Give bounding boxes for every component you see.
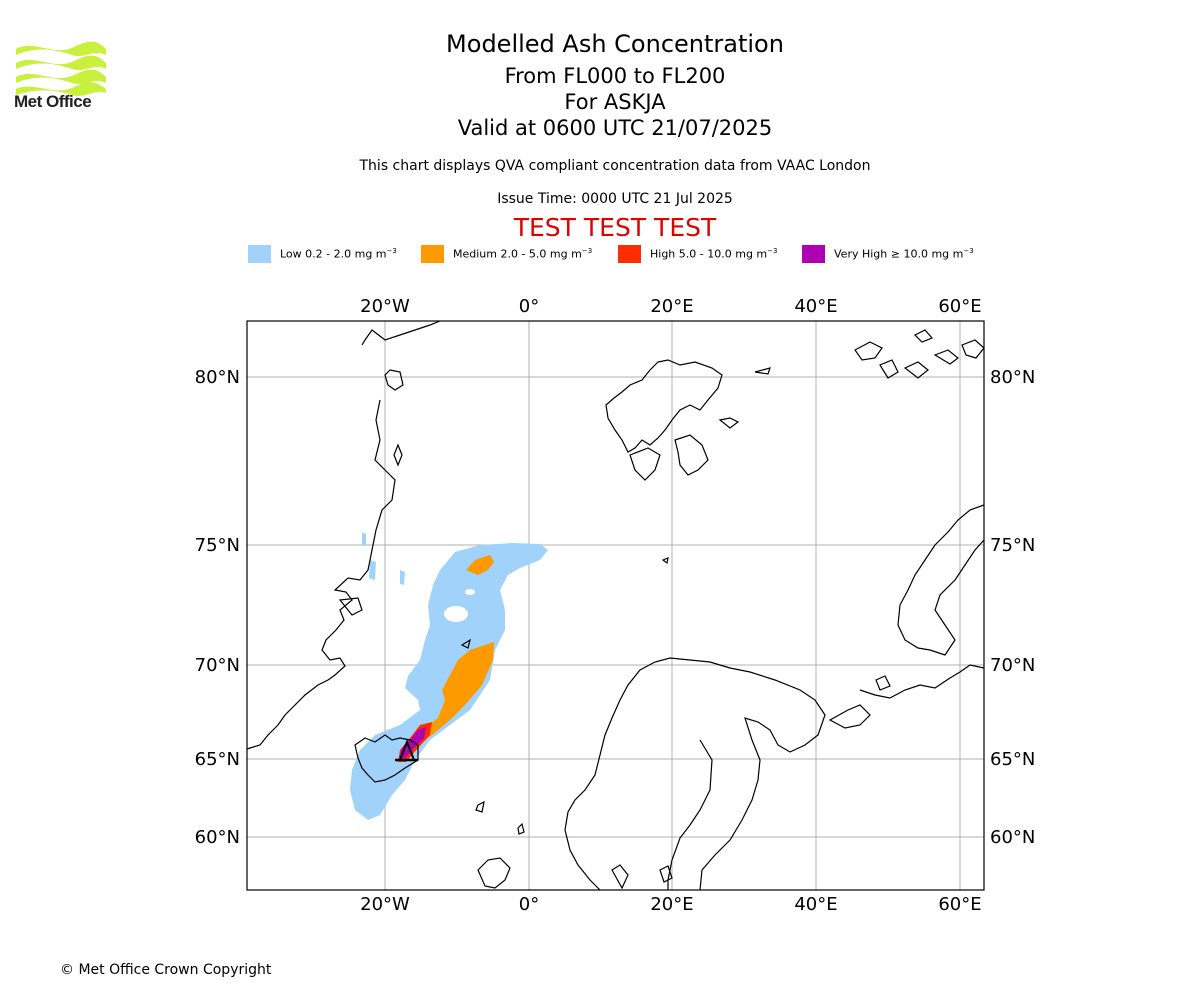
ash-very-high-area [399,727,426,758]
copyright-notice: © Met Office Crown Copyright [60,962,272,978]
legend-swatch-high [618,245,641,263]
legend-item-low: Low 0.2 - 2.0 mg m−3 [248,244,397,264]
top-longitude-labels: 20°W 0° 20°E 40°E 60°E [360,296,981,317]
legend-label-very-high: Very High ≥ 10.0 mg m−3 [834,247,974,261]
legend-swatch-medium [421,245,444,263]
lat-label-right-70n: 70°N [990,655,1035,676]
legend-swatch-low [248,245,271,263]
lat-label-left-75n: 75°N [195,535,240,556]
lon-label-top-60e: 60°E [938,296,981,317]
lat-label-right-75n: 75°N [990,535,1035,556]
lon-label-top-0: 0° [519,296,539,317]
legend-item-high: High 5.0 - 10.0 mg m−3 [618,244,777,264]
lon-label-top-20w: 20°W [360,296,410,317]
left-latitude-labels: 80°N 75°N 70°N 65°N 60°N [195,367,240,848]
coastlines [247,321,984,890]
lon-label-bottom-40e: 40°E [794,894,837,915]
lat-label-right-65n: 65°N [990,749,1035,770]
lon-label-bottom-0: 0° [519,894,539,915]
lon-label-top-40e: 40°E [794,296,837,317]
ash-plume-gaps [444,589,475,622]
legend-label-high: High 5.0 - 10.0 mg m−3 [650,247,778,261]
issue-time: Issue Time: 0000 UTC 21 Jul 2025 [497,191,733,207]
chart-title: Modelled Ash Concentration [446,30,784,58]
lat-label-right-80n: 80°N [990,367,1035,388]
lat-label-left-70n: 70°N [195,655,240,676]
legend-swatch-very-high [802,245,825,263]
lon-label-top-20e: 20°E [650,296,693,317]
logo-text: Met Office [14,92,92,111]
test-banner: TEST TEST TEST [513,213,717,242]
right-latitude-labels: 80°N 75°N 70°N 65°N 60°N [990,367,1035,848]
volcano-name: For ASKJA [564,90,666,114]
legend-item-very-high: Very High ≥ 10.0 mg m−3 [802,244,974,264]
chart-description: This chart displays QVA compliant concen… [359,158,871,174]
lon-label-bottom-20e: 20°E [650,894,693,915]
valid-time: Valid at 0600 UTC 21/07/2025 [457,116,773,140]
bottom-longitude-labels: 20°W 0° 20°E 40°E 60°E [360,894,981,915]
legend-label-low: Low 0.2 - 2.0 mg m−3 [280,247,397,261]
lat-label-right-60n: 60°N [990,827,1035,848]
legend-label-medium: Medium 2.0 - 5.0 mg m−3 [453,247,593,261]
map-frame [246,320,985,891]
met-office-logo-waves-icon [16,41,106,96]
legend-item-medium: Medium 2.0 - 5.0 mg m−3 [421,244,592,264]
lon-label-bottom-20w: 20°W [360,894,410,915]
lat-label-left-65n: 65°N [195,749,240,770]
lat-label-left-60n: 60°N [195,827,240,848]
flight-level-range: From FL000 to FL200 [504,64,726,88]
lon-label-bottom-60e: 60°E [938,894,981,915]
lat-label-left-80n: 80°N [195,367,240,388]
